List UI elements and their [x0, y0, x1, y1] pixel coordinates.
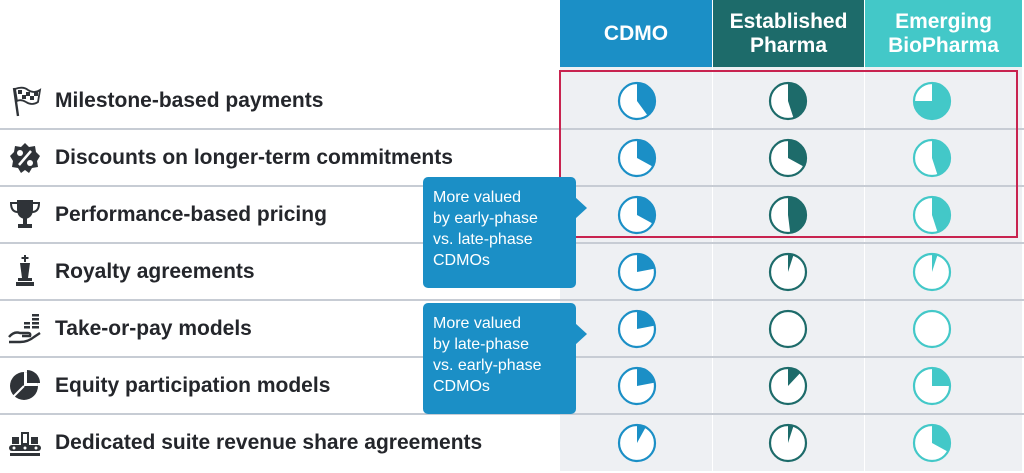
- row-divider: [0, 299, 1024, 301]
- harvey-ball-emerging: [912, 138, 952, 178]
- row-label-dedicated-suite-revenue-share: Dedicated suite revenue share agreements: [55, 431, 483, 454]
- hand-coins-icon: [8, 311, 42, 345]
- header-cdmo-label: CDMO: [603, 21, 669, 45]
- header-emerging-biopharma: Emerging BioPharma: [865, 0, 1022, 67]
- harvey-ball-emerging: [912, 252, 952, 292]
- chess-king-icon: [8, 254, 42, 288]
- harvey-ball-cdmo: [617, 309, 657, 349]
- harvey-ball-established: [768, 309, 808, 349]
- row-label-royalty-agreements: Royalty agreements: [55, 260, 255, 283]
- callout-pointer: [575, 323, 587, 345]
- harvey-ball-emerging: [912, 81, 952, 121]
- harvey-ball-cdmo: [617, 81, 657, 121]
- row-label-discounts-longer-term: Discounts on longer-term commitments: [55, 146, 453, 169]
- header-established-label: Established Pharma: [729, 9, 848, 57]
- header-established-pharma: Established Pharma: [713, 0, 864, 67]
- callout-pointer: [575, 197, 587, 219]
- harvey-ball-established: [768, 366, 808, 406]
- row-divider: [0, 413, 1024, 415]
- harvey-ball-established: [768, 195, 808, 235]
- percent-badge-icon: [8, 141, 42, 175]
- harvey-ball-emerging: [912, 366, 952, 406]
- callout-early-phase: More valued by early-phase vs. late-phas…: [423, 177, 587, 288]
- pie-chart-icon: [8, 368, 42, 402]
- checkered-flag-icon: [8, 84, 42, 118]
- harvey-ball-emerging: [912, 423, 952, 463]
- header-cdmo: CDMO: [560, 0, 712, 67]
- harvey-ball-established: [768, 138, 808, 178]
- harvey-ball-emerging: [912, 309, 952, 349]
- row-divider: [0, 128, 1024, 130]
- harvey-ball-emerging: [912, 195, 952, 235]
- harvey-ball-cdmo: [617, 423, 657, 463]
- trophy-icon: [8, 197, 42, 231]
- harvey-ball-established: [768, 423, 808, 463]
- harvey-ball-cdmo: [617, 195, 657, 235]
- production-line-icon: [8, 425, 42, 459]
- row-label-take-or-pay-models: Take-or-pay models: [55, 317, 252, 340]
- harvey-ball-cdmo: [617, 252, 657, 292]
- callout-late-phase: More valued by late-phase vs. early-phas…: [423, 303, 587, 414]
- header-emerging-label: Emerging BioPharma: [888, 9, 999, 57]
- row-label-equity-participation-models: Equity participation models: [55, 374, 331, 397]
- harvey-ball-cdmo: [617, 138, 657, 178]
- highlight-box: [559, 70, 1018, 238]
- harvey-ball-established: [768, 81, 808, 121]
- row-label-milestone-based-payments: Milestone-based payments: [55, 89, 324, 112]
- harvey-ball-established: [768, 252, 808, 292]
- harvey-ball-cdmo: [617, 366, 657, 406]
- row-label-performance-based-pricing: Performance-based pricing: [55, 203, 327, 226]
